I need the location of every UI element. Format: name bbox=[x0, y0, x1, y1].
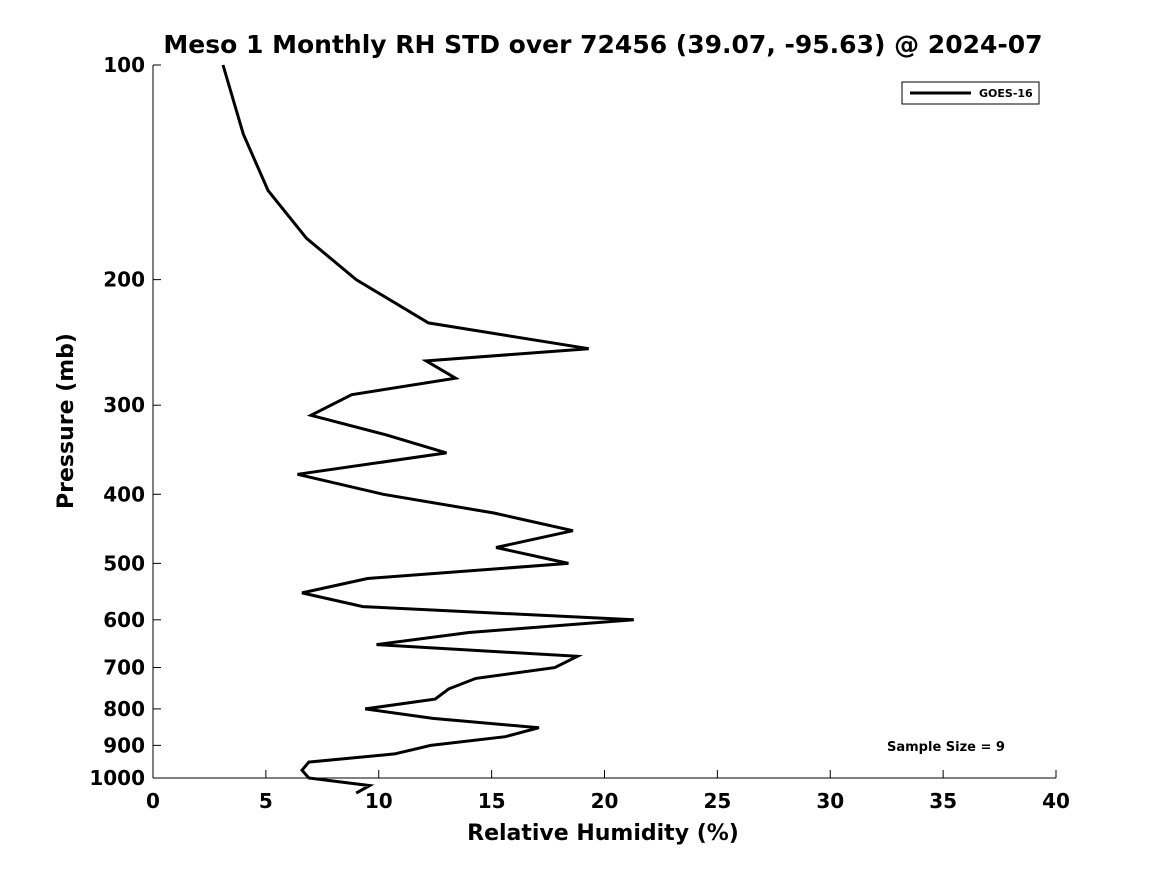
y-tick-label: 500 bbox=[103, 551, 145, 575]
y-axis-label: Pressure (mb) bbox=[54, 333, 79, 509]
x-axis-label: Relative Humidity (%) bbox=[467, 821, 739, 846]
x-tick-label: 30 bbox=[816, 789, 844, 813]
y-tick-label: 400 bbox=[103, 482, 145, 506]
sample-size-annotation: Sample Size = 9 bbox=[887, 740, 1005, 755]
legend: GOES-16 bbox=[901, 81, 1040, 105]
y-tick-label: 100 bbox=[103, 53, 145, 77]
axes bbox=[152, 65, 1056, 779]
x-tick-label: 35 bbox=[929, 789, 957, 813]
y-ticks: 100 200 300 400 500 600 700 800 900 1000 bbox=[89, 53, 161, 790]
y-tick-label: 1000 bbox=[89, 766, 145, 790]
y-tick-label: 700 bbox=[103, 656, 145, 680]
series-layer bbox=[221, 64, 634, 795]
x-tick-label: 40 bbox=[1042, 789, 1070, 813]
y-tick-label: 300 bbox=[103, 393, 145, 417]
y-tick-label: 900 bbox=[103, 733, 145, 757]
legend-entry-goes-16: GOES-16 bbox=[979, 87, 1033, 100]
y-tick-label: 600 bbox=[103, 608, 145, 632]
y-tick-label: 200 bbox=[103, 268, 145, 292]
y-tick-label: 800 bbox=[103, 697, 145, 721]
x-tick-label: 25 bbox=[703, 789, 731, 813]
x-ticks: 0 5 10 15 20 25 30 35 40 bbox=[146, 770, 1070, 813]
chart-title: Meso 1 Monthly RH STD over 72456 (39.07,… bbox=[163, 30, 1042, 59]
x-tick-label: 5 bbox=[259, 789, 273, 813]
x-tick-label: 20 bbox=[591, 789, 619, 813]
x-tick-label: 10 bbox=[365, 789, 393, 813]
x-tick-label: 15 bbox=[478, 789, 506, 813]
x-tick-label: 0 bbox=[146, 789, 160, 813]
series-line-goes-16 bbox=[221, 64, 634, 795]
